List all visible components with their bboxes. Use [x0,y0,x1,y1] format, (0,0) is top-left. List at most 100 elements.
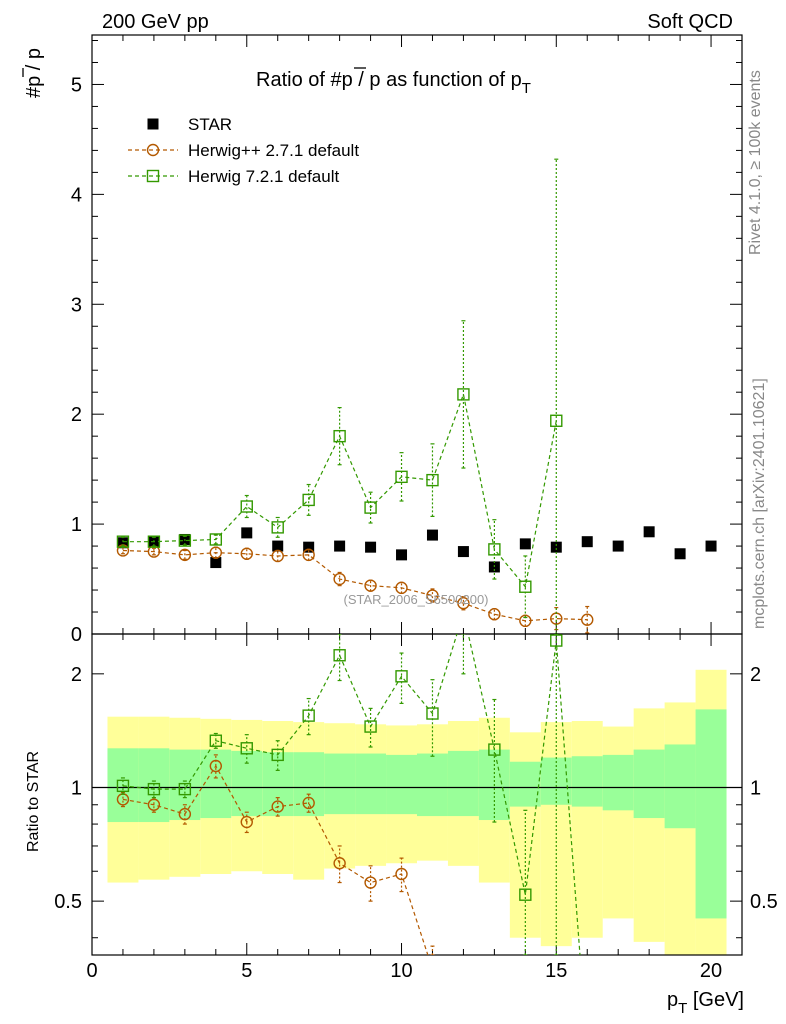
x-axis-label-unit: [GeV] [687,989,744,1011]
ratio-herwig7-point [550,634,563,647]
herwigpp-point [519,614,532,628]
rivet-version: Rivet 4.1.0, ≥ 100k events [747,70,764,255]
ratio-herwig7-point [147,782,161,796]
star-point [643,526,655,538]
legend-marker [147,118,159,130]
ratio-panel: 0 5 10 15 20 0.5 0.5 1 1 2 2 [54,633,778,982]
herwigpp-series [116,544,594,634]
herwig7-point [426,473,439,487]
ratio-herwigpp-point [240,815,253,829]
legend-label: Herwig 7.2.1 default [188,167,339,186]
header-left: 200 GeV pp [102,11,209,33]
ratio-herwigpp-point [271,800,284,813]
herwig7-point [116,535,130,548]
band-inner [293,752,325,817]
legend-label: STAR [188,115,232,134]
star-point [272,540,284,552]
band-inner [386,754,417,815]
star-point [303,541,315,553]
herwig7-point [457,388,470,401]
x-axis-label-sub: T [678,1000,687,1017]
legend-entry: STAR [147,115,232,134]
star-series [117,526,717,573]
star-point [365,541,377,553]
band-inner [262,752,294,817]
ratio-herwigpp-point [333,857,346,870]
ratio-herwig7-line [122,634,581,955]
herwigpp-point [581,613,594,626]
main-y-tick-label: 4 [71,184,82,206]
analysis-watermark: (STAR_2006_S6500200) [343,592,488,607]
x-tick-label: 15 [545,960,567,982]
herwig7-point [271,521,284,534]
main-title-text: Ratio of #p / p as function of p [256,69,522,91]
herwigpp-point [457,597,470,610]
legend-entry: Herwig 7.2.1 default [128,167,339,186]
ratio-y-tick-label: 2 [71,664,82,686]
main-panel: 0 1 2 3 4 5 STAR Herwig++ 2.7.1 default Herwig 7… [71,34,743,955]
star-point [705,540,717,552]
star-point [550,541,562,553]
ratio-frame [91,633,743,956]
band-inner [447,750,479,817]
ratio-herwig7-point [240,742,253,755]
ratio-ylabel: Ratio to STAR [25,751,42,852]
ratio-herwig7-point [271,748,284,762]
star-point [519,538,531,550]
band-inner [664,744,696,829]
star-point [241,527,253,539]
ratio-herwigpp-point [178,807,192,821]
star-point [457,546,469,558]
x-tick-label: 20 [700,960,722,982]
ratio-herwig7-point [178,782,192,796]
main-y-tick-label: 0 [71,624,82,646]
main-ylabel: #p / p [23,48,45,98]
ratio-y-tick-label-right: 0.5 [750,891,778,913]
ratio-herwig7-series [116,634,581,955]
band-inner [417,753,448,817]
herwigpp-point [209,546,223,559]
ratio-herwigpp-point [147,798,161,811]
main-title: Ratio of #p / p as function of pT [256,69,531,97]
ratio-y-tick-label-right: 1 [750,777,761,799]
band-inner [571,756,603,807]
band-inner [324,753,356,815]
star-point [117,537,129,549]
star-point [674,548,686,560]
band-outer [633,708,665,942]
herwig7-point [302,493,315,507]
star-point [210,557,222,569]
ratio-y-tick-label: 0.5 [54,891,82,913]
band-inner [355,753,387,815]
ratio-herwig7-point [488,743,501,756]
main-y-tick-label: 3 [71,294,82,316]
herwigpp-point [364,579,377,592]
ratio-herwigpp-point [209,759,223,773]
herwig7-point [147,535,161,548]
herwig7-point [240,500,253,513]
x-axis-label: pT [GeV] [667,989,744,1017]
x-axis-label-text: p [667,989,678,1011]
ratio-herwig7-point [519,888,532,901]
main-y-tick-label: 5 [71,74,82,96]
legend-label: Herwig++ 2.7.1 default [188,141,359,160]
main-y-tick-label: 2 [71,404,82,426]
ratio-herwig7-point [364,720,377,733]
x-tick-label: 0 [86,960,97,982]
x-tick-label: 5 [241,960,252,982]
herwig7-series [116,158,563,634]
herwig7-point [209,533,223,546]
herwigpp-point [426,589,439,602]
herwig7-point [519,580,532,593]
herwig7-point [395,470,408,484]
herwig7-point [333,429,346,443]
header-right: Soft QCD [647,11,733,33]
ratio-herwig7-point [116,779,130,793]
ratio-y-tick-label: 1 [71,777,82,799]
star-point [396,549,408,561]
ratio-herwig7-point [426,707,439,720]
herwigpp-point [302,548,315,562]
star-point [581,536,593,548]
band-inner [695,709,727,919]
mcplots-credit: mcplots.cern.ch [arXiv:2401.10621] [751,378,768,629]
